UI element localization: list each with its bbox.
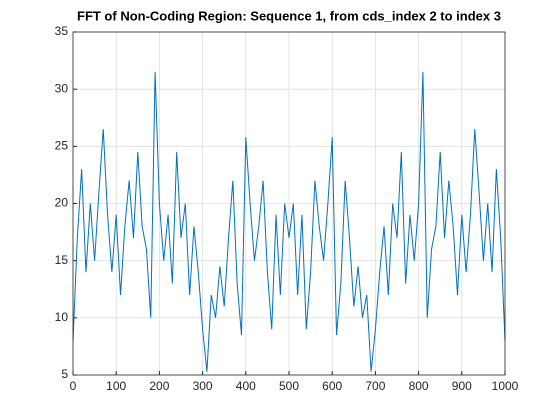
y-tick-label: 15 <box>55 253 69 267</box>
y-tick-label: 25 <box>55 139 69 153</box>
x-tick-label: 700 <box>365 379 385 393</box>
y-tick-label: 20 <box>55 196 69 210</box>
x-tick-label: 1000 <box>492 379 519 393</box>
y-tick-label: 5 <box>61 367 68 381</box>
x-tick-label: 100 <box>106 379 126 393</box>
x-tick-label: 500 <box>279 379 299 393</box>
y-tick-label: 35 <box>55 24 69 38</box>
x-tick-label: 600 <box>322 379 342 393</box>
x-tick-label: 200 <box>149 379 169 393</box>
y-tick-label: 30 <box>55 81 69 95</box>
x-tick-label: 400 <box>236 379 256 393</box>
axes-box <box>72 31 506 376</box>
x-tick-label: 300 <box>193 379 213 393</box>
chart-title: FFT of Non-Coding Region: Sequence 1, fr… <box>77 8 501 23</box>
data-line <box>72 72 506 372</box>
x-tick-label: 800 <box>409 379 429 393</box>
y-tick-label: 10 <box>55 310 69 324</box>
x-tick-label: 900 <box>452 379 472 393</box>
x-tick-label: 0 <box>70 379 77 393</box>
